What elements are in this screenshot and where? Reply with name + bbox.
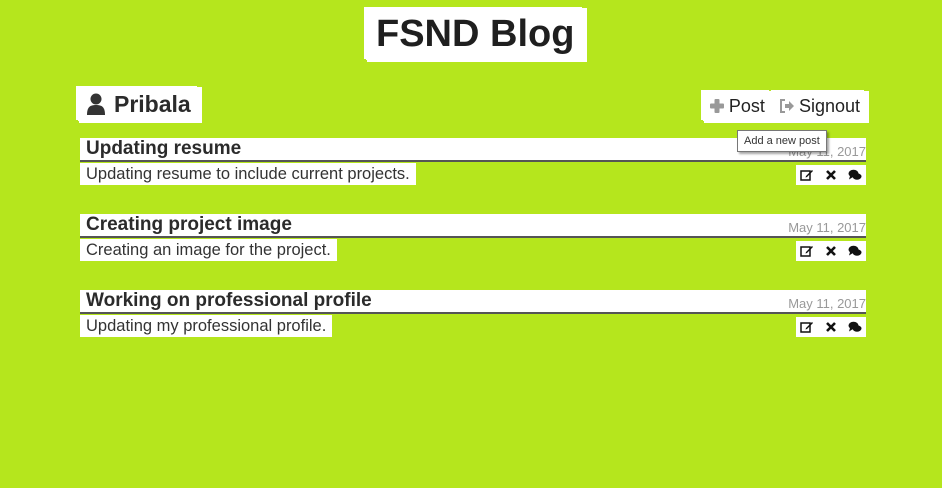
post-date: May 11, 2017: [788, 220, 866, 235]
comments-icon[interactable]: [848, 320, 862, 334]
comments-icon[interactable]: [848, 168, 862, 182]
plus-icon: [709, 98, 725, 114]
edit-icon[interactable]: [800, 320, 814, 334]
post-date: May 11, 2017: [788, 296, 866, 311]
post-header: Working on professional profile May 11, …: [80, 290, 866, 314]
post-header: Creating project image May 11, 2017: [80, 214, 866, 238]
new-post-button[interactable]: Post: [704, 93, 769, 119]
post-title[interactable]: Creating project image: [86, 214, 292, 235]
post-content: Updating my professional profile.: [80, 315, 333, 337]
top-nav: Post Signout: [704, 93, 864, 119]
user-header: Pribala: [80, 89, 197, 119]
new-post-label: Post: [728, 95, 765, 116]
post-actions: [796, 165, 866, 185]
sign-out-icon: [779, 98, 795, 114]
post-card: Creating project image May 11, 2017 Crea…: [80, 214, 866, 264]
delete-icon[interactable]: [824, 320, 838, 334]
post-actions: [796, 241, 866, 261]
post-title[interactable]: Updating resume: [86, 138, 242, 159]
post-actions: [796, 317, 866, 337]
site-title: FSND Blog: [368, 10, 583, 58]
post-header: Updating resume May 11, 2017: [80, 138, 866, 162]
post-title[interactable]: Working on professional profile: [86, 290, 372, 311]
post-card: Updating resume May 11, 2017 Updating re…: [80, 138, 866, 188]
edit-icon[interactable]: [800, 168, 814, 182]
signout-button[interactable]: Signout: [774, 93, 864, 119]
post-content: Updating resume to include current proje…: [80, 163, 416, 185]
page-bottom-border: [0, 488, 942, 490]
signout-label: Signout: [798, 95, 860, 116]
username: Pribala: [114, 90, 191, 117]
edit-icon[interactable]: [800, 244, 814, 258]
comments-icon[interactable]: [848, 244, 862, 258]
user-icon: [86, 93, 106, 115]
delete-icon[interactable]: [824, 168, 838, 182]
delete-icon[interactable]: [824, 244, 838, 258]
post-content: Creating an image for the project.: [80, 239, 337, 261]
new-post-tooltip: Add a new post: [737, 130, 827, 152]
post-card: Working on professional profile May 11, …: [80, 290, 866, 340]
